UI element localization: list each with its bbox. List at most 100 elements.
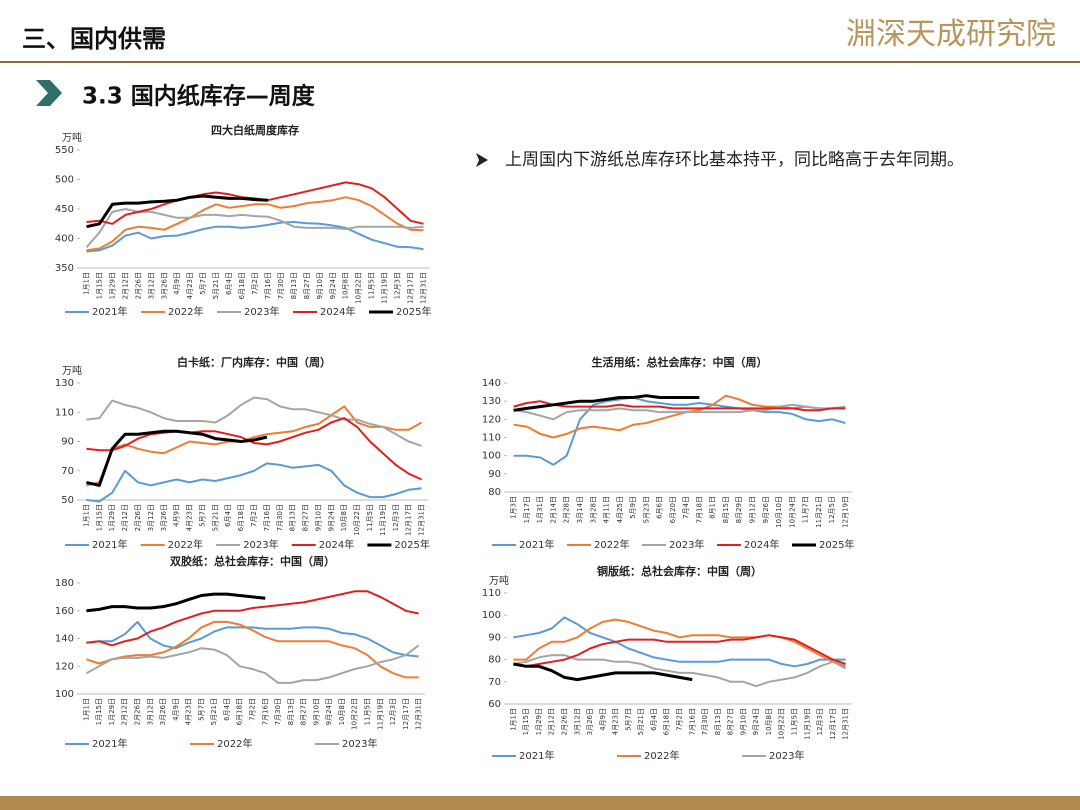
x-tick-label: 12月5日 xyxy=(828,496,836,523)
legend-label: 2021年 xyxy=(92,737,127,750)
series-line xyxy=(513,634,846,668)
section-title: 三、国内供需 xyxy=(22,25,166,53)
bullet-icon xyxy=(476,153,488,167)
y-axis-label: 万吨 xyxy=(62,364,82,377)
series-line xyxy=(86,590,419,647)
x-tick-label: 12月31日 xyxy=(415,698,423,730)
legend-label: 2023年 xyxy=(244,305,279,318)
x-tick-label: 3月12日 xyxy=(147,504,155,531)
y-tick-label: 450 xyxy=(55,204,74,215)
x-tick-label: 11月19日 xyxy=(803,708,811,740)
y-tick-label: 60 xyxy=(488,699,501,710)
x-tick-label: 7月16日 xyxy=(688,708,696,735)
legend-label: 2023年 xyxy=(669,538,704,551)
x-tick-label: 6月18日 xyxy=(237,504,245,531)
y-tick-label: 70 xyxy=(488,677,501,688)
x-tick-label: 4月23日 xyxy=(185,698,193,725)
x-tick-label: 1月29日 xyxy=(535,708,543,735)
legend-label: 2023年 xyxy=(342,737,377,750)
y-tick-label: 90 xyxy=(488,632,501,643)
x-tick-label: 9月10日 xyxy=(314,504,322,531)
x-tick-label: 6月18日 xyxy=(238,272,246,299)
x-tick-label: 3月28日 xyxy=(589,496,597,523)
series-line xyxy=(86,405,423,487)
x-tick-label: 10月8日 xyxy=(765,708,773,735)
x-tick-label: 2月14日 xyxy=(549,496,557,523)
x-tick-label: 5月21日 xyxy=(637,708,645,735)
x-tick-label: 2月26日 xyxy=(561,708,569,735)
x-tick-label: 12月3日 xyxy=(394,272,402,299)
y-tick-label: 140 xyxy=(55,634,74,645)
y-tick-label: 120 xyxy=(55,661,74,672)
x-tick-label: 1月29日 xyxy=(108,504,116,531)
y-tick-label: 550 xyxy=(55,145,74,156)
x-tick-label: 8月27日 xyxy=(727,708,735,735)
chart-title: 四大白纸周度库存 xyxy=(211,123,299,137)
x-tick-label: 11月7日 xyxy=(802,496,810,523)
x-tick-label: 4月23日 xyxy=(186,272,194,299)
x-tick-label: 9月24日 xyxy=(329,272,337,299)
footer-bar xyxy=(0,796,1080,810)
x-tick-label: 1月17日 xyxy=(523,496,531,523)
x-tick-label: 10月8日 xyxy=(338,698,346,725)
x-tick-label: 10月8日 xyxy=(342,272,350,299)
series-line xyxy=(86,196,424,252)
y-tick-label: 140 xyxy=(482,378,501,389)
y-axis-label: 万吨 xyxy=(489,574,509,587)
x-tick-label: 11月21日 xyxy=(815,496,823,528)
x-tick-label: 1月29日 xyxy=(108,698,116,725)
x-tick-label: 11月5日 xyxy=(364,698,372,725)
x-tick-label: 7月16日 xyxy=(261,698,269,725)
x-tick-label: 10月24日 xyxy=(788,496,796,528)
x-tick-label: 6月18日 xyxy=(236,698,244,725)
y-tick-label: 160 xyxy=(55,606,74,617)
x-tick-label: 12月17日 xyxy=(407,272,415,304)
chart-title: 白卡纸：厂内库存：中国（周） xyxy=(177,355,331,369)
chart-title: 铜版纸：总社会库存：中国（周） xyxy=(596,564,762,578)
x-tick-label: 7月30日 xyxy=(701,708,709,735)
x-tick-label: 2月26日 xyxy=(134,504,142,531)
y-tick-label: 80 xyxy=(488,487,501,498)
legend-label: 2025年 xyxy=(819,538,854,551)
x-tick-label: 7月4日 xyxy=(682,496,690,519)
x-tick-label: 1月1日 xyxy=(509,708,517,731)
x-tick-label: 1月31日 xyxy=(536,496,544,523)
series-line xyxy=(513,394,700,412)
x-tick-label: 4月9日 xyxy=(599,708,607,731)
legend-label: 2022年 xyxy=(168,538,203,551)
series-line xyxy=(86,221,424,253)
x-tick-label: 6月20日 xyxy=(669,496,677,523)
x-tick-label: 9月26日 xyxy=(762,496,770,523)
x-tick-label: 6月4日 xyxy=(650,708,658,731)
x-tick-label: 8月29日 xyxy=(735,496,743,523)
x-tick-label: 12月19日 xyxy=(841,496,849,528)
x-tick-label: 1月15日 xyxy=(95,504,103,531)
x-tick-label: 1月1日 xyxy=(82,272,90,295)
legend-label: 2024年 xyxy=(320,305,355,318)
x-tick-label: 7月30日 xyxy=(276,504,284,531)
bullet-text: 上周国内下游纸总库存环比基本持平，同比略高于去年同期。 xyxy=(505,150,964,170)
y-tick-label: 100 xyxy=(482,610,501,621)
series-line xyxy=(86,620,419,658)
x-tick-label: 1月1日 xyxy=(82,698,90,721)
x-tick-label: 11月5日 xyxy=(791,708,799,735)
legend-label: 2025年 xyxy=(396,305,431,318)
x-tick-label: 5月21日 xyxy=(211,504,219,531)
y-tick-label: 400 xyxy=(55,234,74,245)
x-tick-label: 12月31日 xyxy=(842,708,850,740)
x-tick-label: 5月21日 xyxy=(210,698,218,725)
x-tick-label: 11月19日 xyxy=(376,698,384,730)
y-tick-label: 90 xyxy=(61,437,74,448)
x-tick-label: 8月15日 xyxy=(722,496,730,523)
y-tick-label: 100 xyxy=(482,451,501,462)
x-tick-label: 4月23日 xyxy=(612,708,620,735)
x-tick-label: 4月25日 xyxy=(616,496,624,523)
x-tick-label: 7月2日 xyxy=(250,504,258,527)
series-line xyxy=(86,429,268,487)
x-tick-label: 5月9日 xyxy=(629,496,637,519)
x-tick-label: 7月16日 xyxy=(263,504,271,531)
x-tick-label: 4月11日 xyxy=(603,496,611,523)
x-tick-label: 1月1日 xyxy=(82,504,90,527)
legend-label: 2021年 xyxy=(92,538,127,551)
legend-label: 2023年 xyxy=(769,749,804,762)
